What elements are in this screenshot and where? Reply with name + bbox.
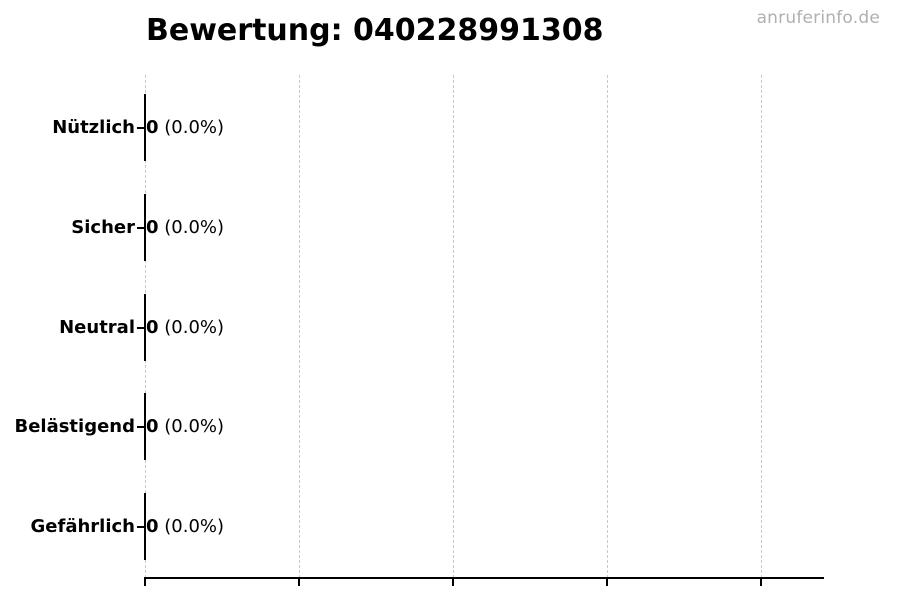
x-axis-tick-2 — [452, 579, 454, 586]
y-axis-tick-3 — [137, 426, 145, 428]
x-axis-tick-0 — [144, 579, 146, 586]
x-axis-line — [144, 577, 824, 579]
value-percent-2: (0.0%) — [158, 317, 225, 338]
value-label-0: 0 (0.0%) — [146, 117, 224, 139]
category-label-4: Gefährlich — [30, 516, 135, 537]
bar-2 — [144, 294, 146, 361]
category-label-3: Belästigend — [14, 416, 135, 437]
x-gridline-3 — [607, 75, 608, 578]
category-label-1: Sicher — [71, 217, 135, 238]
value-percent-3: (0.0%) — [158, 416, 225, 437]
value-percent-1: (0.0%) — [158, 217, 225, 238]
x-gridline-2 — [453, 75, 454, 578]
x-axis-tick-4 — [760, 579, 762, 586]
bar-4 — [144, 493, 146, 560]
value-label-3: 0 (0.0%) — [146, 416, 224, 438]
value-label-4: 0 (0.0%) — [146, 516, 224, 538]
bar-1 — [144, 194, 146, 261]
value-label-1: 0 (0.0%) — [146, 217, 224, 239]
x-gridline-1 — [299, 75, 300, 578]
x-axis-tick-3 — [606, 579, 608, 586]
bar-3 — [144, 393, 146, 460]
chart-title: Bewertung: 040228991308 — [146, 13, 604, 48]
y-axis-tick-2 — [137, 327, 145, 329]
value-count-1: 0 — [146, 217, 159, 238]
value-count-0: 0 — [146, 117, 159, 138]
x-axis-tick-1 — [298, 579, 300, 586]
y-axis-tick-0 — [137, 127, 145, 129]
value-count-2: 0 — [146, 317, 159, 338]
bar-0 — [144, 94, 146, 161]
value-percent-4: (0.0%) — [158, 516, 225, 537]
y-axis-tick-1 — [137, 227, 145, 229]
value-count-3: 0 — [146, 416, 159, 437]
value-count-4: 0 — [146, 516, 159, 537]
watermark-text: anruferinfo.de — [756, 8, 880, 28]
category-label-0: Nützlich — [52, 117, 135, 138]
x-gridline-4 — [761, 75, 762, 578]
value-label-2: 0 (0.0%) — [146, 317, 224, 339]
value-percent-0: (0.0%) — [158, 117, 225, 138]
plot-area — [145, 75, 823, 578]
y-axis-tick-4 — [137, 526, 145, 528]
category-label-2: Neutral — [59, 317, 135, 338]
